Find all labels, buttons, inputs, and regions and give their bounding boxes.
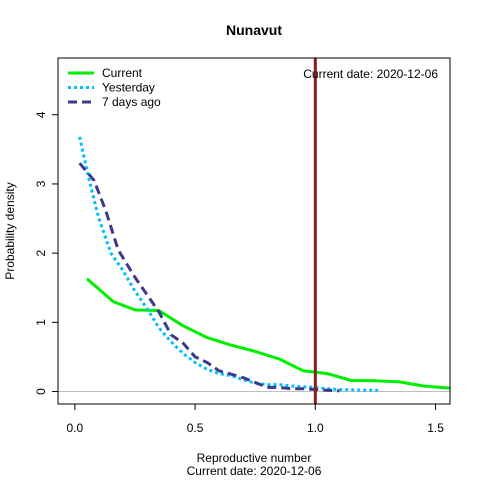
y-tick-label: 1 xyxy=(34,319,48,326)
plot-area xyxy=(58,58,450,404)
legend-label: Yesterday xyxy=(102,81,155,95)
legend-label: Current xyxy=(102,66,143,80)
legend-label: 7 days ago xyxy=(102,95,161,109)
plot-frame xyxy=(57,57,451,405)
y-tick-label: 4 xyxy=(34,111,48,118)
y-tick-label: 2 xyxy=(34,249,48,256)
chart-title: Nunavut xyxy=(226,22,282,38)
x-tick-label: 0.0 xyxy=(66,421,83,435)
y-tick-label: 3 xyxy=(34,180,48,187)
x-tick-label: 1.5 xyxy=(427,421,444,435)
series-line-7-days-ago xyxy=(78,162,340,393)
x-axis: 0.0 0.5 1.0 1.5 xyxy=(66,404,444,435)
y-axis: 0 1 2 3 4 xyxy=(34,111,58,395)
x-tick-label: 1.0 xyxy=(307,421,324,435)
x-tick-label: 0.5 xyxy=(187,421,204,435)
y-axis-label: Probability density xyxy=(3,182,17,279)
x-axis-sublabel: Current date: 2020-12-06 xyxy=(187,464,322,478)
series-line-current xyxy=(85,277,450,390)
x-axis-label: Reproductive number xyxy=(197,451,312,465)
y-tick-label: 0 xyxy=(34,388,48,395)
current-date-annotation: Current date: 2020-12-06 xyxy=(303,67,438,81)
series-line-yesterday xyxy=(78,136,381,392)
